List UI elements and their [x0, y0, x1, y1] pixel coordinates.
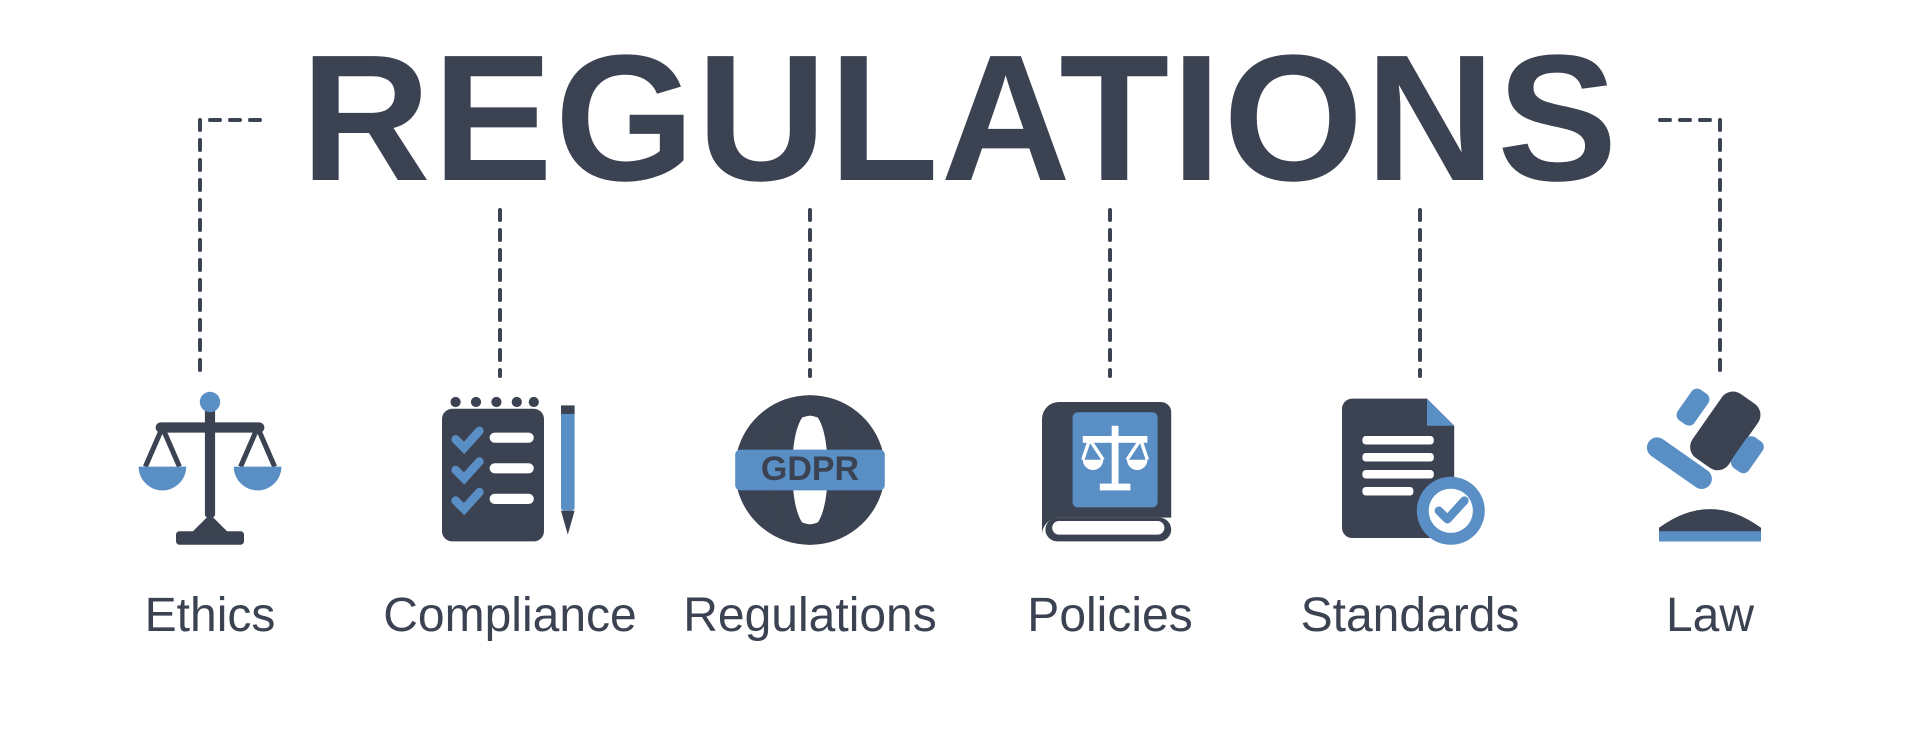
- item-policies: Policies: [970, 380, 1250, 643]
- item-standards: Standards: [1270, 380, 1550, 643]
- book-scale-icon: [1020, 380, 1200, 560]
- doc-check-icon: [1320, 380, 1500, 560]
- item-label-ethics: Ethics: [145, 588, 276, 643]
- item-label-regulations: Regulations: [683, 588, 937, 643]
- item-regulations: GDPR Regulations: [670, 380, 950, 643]
- item-label-policies: Policies: [1027, 588, 1192, 643]
- item-label-standards: Standards: [1301, 588, 1520, 643]
- scales-icon: [120, 380, 300, 560]
- item-law: Law: [1570, 380, 1850, 643]
- checklist-icon: [420, 380, 600, 560]
- item-label-compliance: Compliance: [383, 588, 636, 643]
- main-title: REGULATIONS: [301, 15, 1620, 222]
- items-row: Ethics Compliance: [0, 380, 1920, 643]
- gdpr-badge-text: GDPR: [761, 450, 859, 488]
- item-label-law: Law: [1666, 588, 1754, 643]
- item-ethics: Ethics: [70, 380, 350, 643]
- gavel-icon: [1620, 380, 1800, 560]
- item-compliance: Compliance: [370, 380, 650, 643]
- globe-gdpr-icon: GDPR: [720, 380, 900, 560]
